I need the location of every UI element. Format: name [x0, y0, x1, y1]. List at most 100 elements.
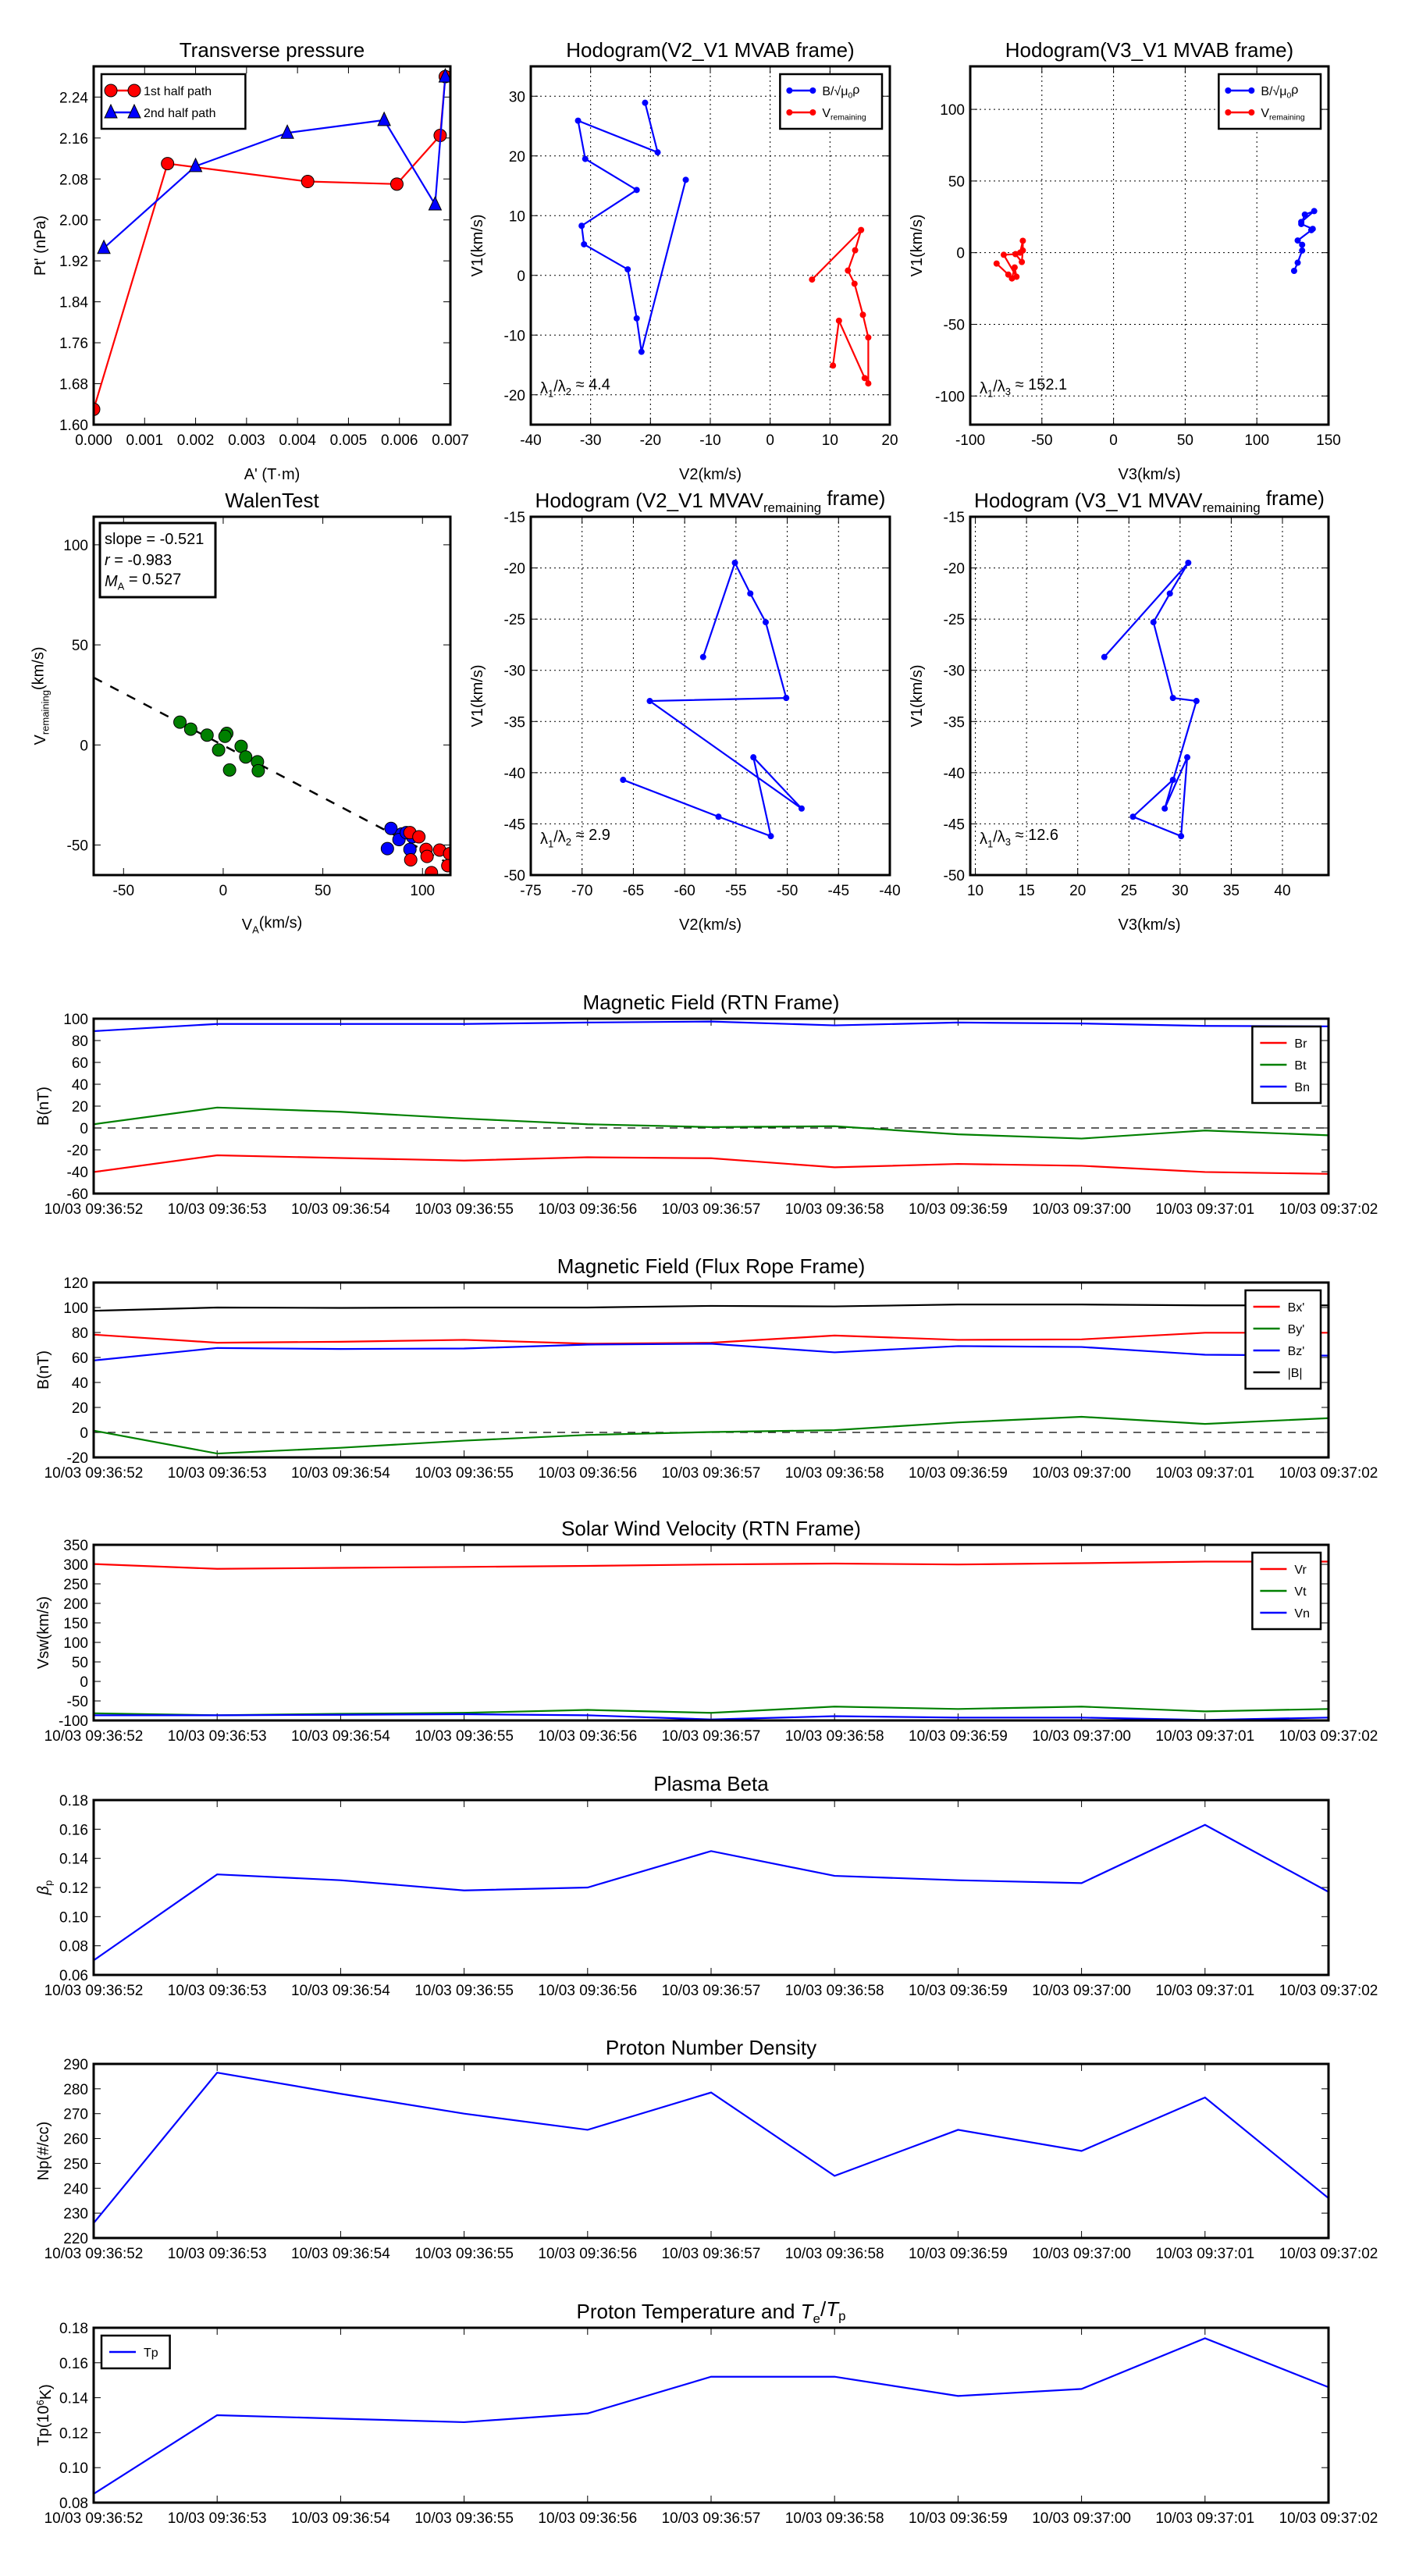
- x-tick-label: 100: [1244, 432, 1269, 449]
- data-point: [578, 222, 585, 229]
- y-tick-label: 0.14: [59, 1852, 88, 1868]
- data-point: [747, 590, 754, 597]
- data-point: [642, 99, 649, 106]
- data-point: [750, 754, 757, 761]
- legend: Bx' By' Bz' |B|: [1244, 1289, 1322, 1390]
- panel-temp: 10/03 09:36:52 10/03 09:36:53 10/03 09:36:…: [34, 2297, 1378, 2527]
- x-tick-label: 10/03 09:37:01: [1155, 1728, 1254, 1745]
- y-tick-label: -40: [504, 766, 525, 782]
- legend: 1st half path 2nd half path: [100, 73, 247, 130]
- y-tick-label: 0.12: [59, 2425, 88, 2442]
- x-tick-label: 10/03 09:36:57: [662, 2510, 761, 2527]
- legend-label: Br: [1294, 1037, 1307, 1051]
- y-tick-label: -15: [944, 510, 965, 526]
- data-point: [682, 176, 689, 183]
- data-point: [200, 728, 214, 742]
- x-tick-label: 10/03 09:36:56: [538, 2510, 637, 2527]
- x-tick-label: 15: [1019, 883, 1035, 899]
- y-tick-label: -100: [935, 389, 965, 405]
- legend-marker: [1225, 87, 1232, 94]
- x-tick-label: 10/03 09:36:52: [44, 1983, 144, 1999]
- x-tick-label: 150: [1316, 432, 1341, 449]
- legend-label: Bt: [1294, 1059, 1307, 1073]
- data-point: [574, 117, 582, 124]
- series-line: [94, 1106, 1329, 1140]
- data-point: [633, 315, 640, 322]
- data-point: [377, 111, 391, 126]
- legend-item: Vremaining: [1225, 107, 1305, 123]
- y-tick-label: -100: [59, 1713, 88, 1730]
- data-point: [183, 722, 197, 736]
- y-tick-label: 100: [63, 538, 88, 554]
- x-tick-label: 10/03 09:37:02: [1279, 2510, 1378, 2527]
- x-tick-label: 10/03 09:36:56: [538, 1983, 637, 1999]
- x-tick-label: -10: [699, 432, 720, 449]
- legend-label: Vt: [1294, 1585, 1307, 1599]
- data-point: [404, 853, 418, 867]
- x-tick-label: 0: [766, 432, 774, 449]
- data-point: [420, 849, 434, 863]
- data-point: [783, 695, 790, 702]
- data-point: [301, 175, 315, 189]
- y-axis-label: B(nT): [35, 1350, 52, 1389]
- y-tick-label: 120: [63, 1276, 88, 1292]
- x-tick-label: 10/03 09:37:01: [1155, 2510, 1254, 2527]
- data-point: [94, 402, 101, 416]
- x-tick-label: 10/03 09:36:58: [785, 2510, 884, 2527]
- y-tick-label: 60: [72, 1055, 88, 1072]
- plot-area: [574, 99, 872, 387]
- legend-marker: [1248, 87, 1255, 94]
- y-tick-label: -20: [67, 1450, 88, 1467]
- x-tick-label: 40: [1274, 883, 1290, 899]
- chart-title: WalenTest: [225, 489, 319, 512]
- data-point: [582, 155, 589, 162]
- x-tick-label: 10/03 09:36:55: [414, 1728, 514, 1745]
- series-line: [94, 2337, 1329, 2495]
- legend-item: B/√μ0ρ: [1225, 84, 1298, 101]
- plot-frame: [92, 2062, 1330, 2240]
- y-tick-label: 100: [940, 102, 965, 119]
- x-axis-label: V2(km/s): [679, 466, 742, 483]
- series-line: [94, 1343, 1329, 1361]
- x-tick-label: 10/03 09:36:59: [909, 1465, 1008, 1482]
- x-tick-label: 10/03 09:36:53: [168, 2246, 267, 2262]
- x-tick-label: 10: [822, 432, 838, 449]
- data-point: [441, 859, 450, 873]
- stats-text: slope = -0.521: [105, 531, 204, 548]
- data-point: [859, 311, 866, 318]
- y-tick-label: -45: [944, 817, 965, 833]
- data-point: [239, 750, 253, 764]
- x-tick-label: 10/03 09:37:01: [1155, 1983, 1254, 1999]
- y-tick-label: 0: [517, 269, 525, 285]
- series-bz-: [94, 1343, 1329, 1361]
- x-tick-label: 10/03 09:36:54: [291, 1201, 390, 1218]
- data-point: [1011, 264, 1018, 271]
- y-tick-label: -50: [944, 868, 965, 884]
- y-tick-label: 40: [72, 1077, 88, 1094]
- y-tick-label: 0.18: [59, 1793, 88, 1809]
- x-tick-label: 10/03 09:37:01: [1155, 2246, 1254, 2262]
- series-line: [94, 1332, 1329, 1345]
- data-point: [1299, 247, 1306, 254]
- x-tick-label: -45: [828, 883, 849, 899]
- legend-label: Vremaining: [1261, 107, 1305, 123]
- y-tick-label: 0: [80, 1121, 88, 1137]
- data-point: [212, 743, 226, 757]
- y-tick-label: 2.24: [59, 90, 88, 106]
- x-tick-label: 10/03 09:36:58: [785, 1201, 884, 1218]
- data-point: [731, 560, 738, 567]
- series-bt: [94, 1106, 1329, 1140]
- panel-vel: 10/03 09:36:52 10/03 09:36:53 10/03 09:36:…: [35, 1517, 1378, 1745]
- x-tick-label: 10/03 09:36:57: [662, 1201, 761, 1218]
- data-point: [851, 280, 858, 287]
- eigenvalue-ratio-label: λ1/λ2 ≈ 2.9: [540, 827, 610, 849]
- legend-marker: [1248, 109, 1255, 116]
- legend-item: By': [1253, 1323, 1304, 1336]
- plot-frame: [92, 515, 452, 877]
- panel-h1: -40 -30 -20 -10 0 10 20 -20 -10 0 10 20 30 Hodogram(V…: [469, 38, 898, 483]
- panel-np: 10/03 09:36:52 10/03 09:36:53 10/03 09:36:…: [35, 2036, 1378, 2262]
- y-axis-label: V1(km/s): [909, 215, 926, 277]
- x-tick-label: 10/03 09:36:59: [909, 1983, 1008, 1999]
- y-tick-label: -50: [67, 1694, 88, 1710]
- y-tick-label: 1.68: [59, 377, 88, 393]
